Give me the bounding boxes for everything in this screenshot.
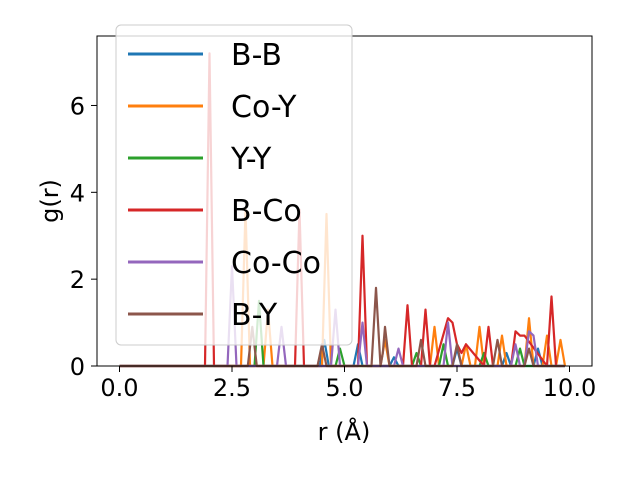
y-tick-label: 4 — [70, 179, 85, 207]
legend: B-B Co-Y Y-Y B-Co Co-Co B-Y — [115, 24, 353, 346]
x-tick-label: 0.0 — [100, 374, 138, 402]
legend-box — [115, 24, 353, 346]
legend-label-y-y: Y-Y — [230, 142, 272, 177]
legend-label-b-y: B-Y — [231, 298, 278, 333]
x-axis: 0.0 2.5 5.0 7.5 10.0 — [100, 366, 596, 402]
x-tick-label: 2.5 — [213, 374, 251, 402]
y-tick-label: 2 — [70, 266, 85, 294]
y-axis-title: g(r) — [36, 179, 64, 223]
x-tick-label: 5.0 — [325, 374, 363, 402]
y-axis: 0 2 4 6 — [70, 92, 97, 381]
legend-label-co-y: Co-Y — [231, 90, 297, 125]
x-tick-label: 10.0 — [543, 374, 596, 402]
legend-label-b-b: B-B — [231, 38, 282, 73]
x-axis-title: r (Å) — [318, 417, 371, 446]
legend-label-b-co: B-Co — [231, 194, 302, 229]
y-tick-label: 6 — [70, 92, 85, 120]
x-tick-label: 7.5 — [438, 374, 476, 402]
legend-label-co-co: Co-Co — [231, 246, 321, 281]
y-tick-label: 0 — [70, 353, 85, 381]
